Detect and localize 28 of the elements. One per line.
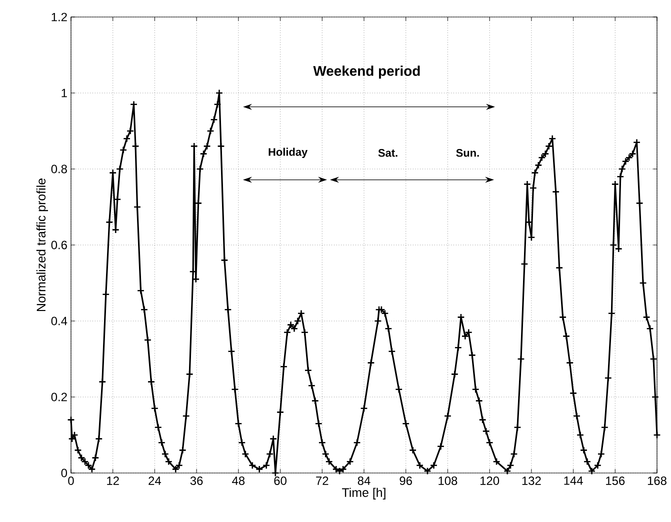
- y-tick-label: 0.6: [51, 240, 67, 250]
- x-axis-title: Time [h]: [342, 488, 386, 500]
- x-tick-label: 168: [648, 476, 666, 485]
- x-tick-label: 24: [148, 476, 162, 485]
- annotation: Sat.: [378, 149, 398, 157]
- x-tick-label: 108: [438, 476, 458, 485]
- x-tick-label: 84: [358, 476, 370, 485]
- x-tick-label: 132: [522, 476, 541, 485]
- annotation: Weekend period: [313, 66, 420, 79]
- x-tick-label: 60: [274, 476, 286, 485]
- y-axis-title: Normalized traffic profile: [36, 178, 48, 311]
- y-tick-label: 1: [62, 88, 67, 98]
- x-tick-label: 120: [480, 476, 500, 485]
- annotation: Holiday: [268, 148, 308, 158]
- x-tick-label: 12: [107, 476, 119, 485]
- x-tick-label: 36: [190, 476, 203, 485]
- y-tick-label: 0: [61, 468, 68, 478]
- x-tick-label: 0: [68, 476, 74, 485]
- y-tick-label: 1.2: [52, 12, 67, 22]
- x-tick-label: 144: [564, 476, 583, 485]
- y-tick-label: 0.8: [51, 164, 67, 174]
- x-tick-label: 96: [400, 476, 412, 485]
- y-tick-label: 0.4: [51, 316, 68, 326]
- annotation: Sun.: [456, 149, 479, 157]
- y-tick-label: 0.2: [51, 392, 67, 402]
- x-tick-label: 72: [316, 476, 328, 485]
- x-tick-label: 48: [232, 476, 245, 485]
- x-tick-label: 156: [606, 476, 625, 485]
